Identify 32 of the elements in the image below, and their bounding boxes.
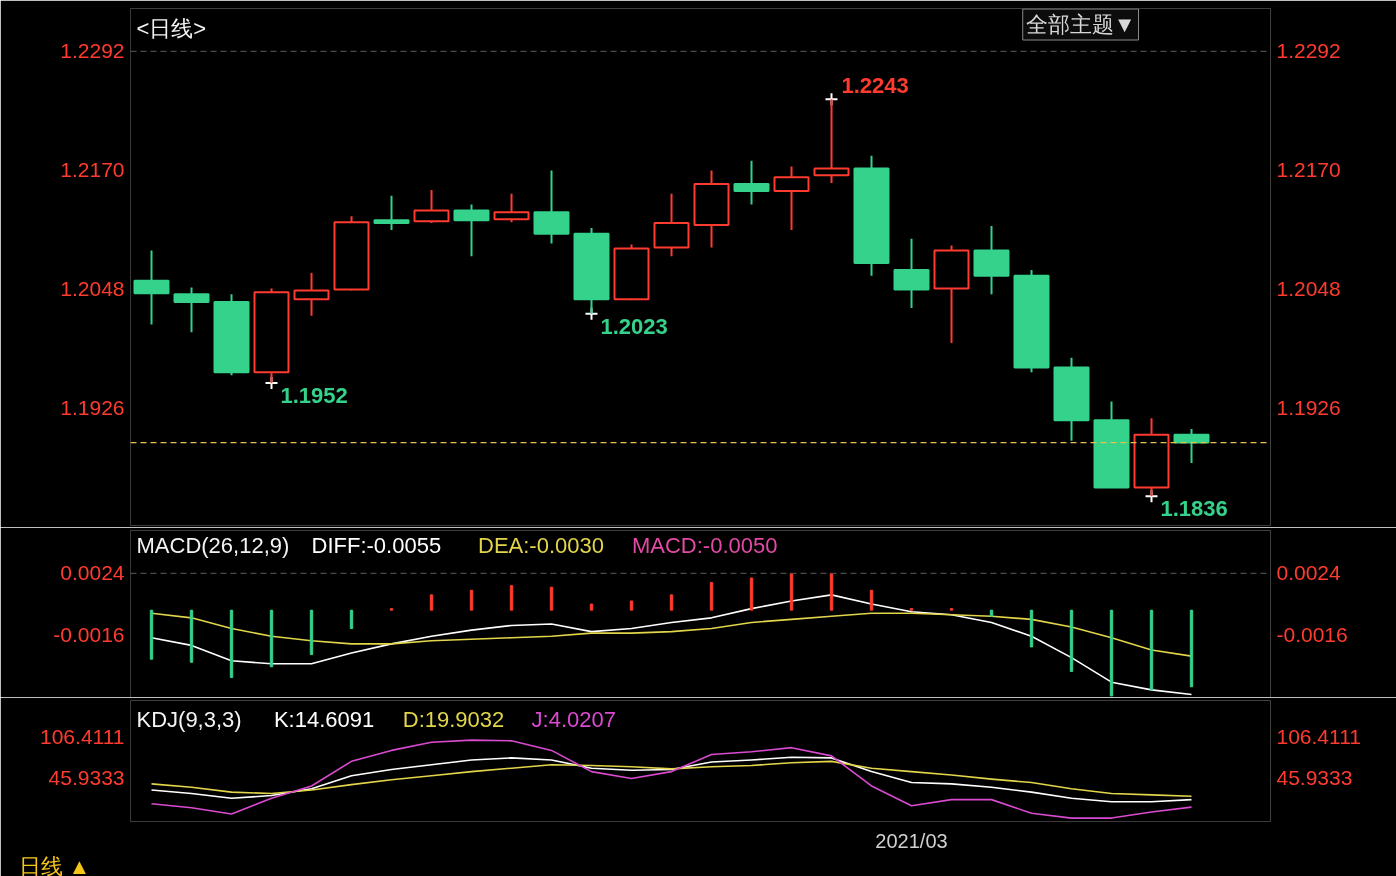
chart-title: KDJ(9,3,3) xyxy=(136,707,242,732)
series-label: J:4.0207 xyxy=(531,707,617,732)
x-tick-label: 2021/03 xyxy=(875,829,948,852)
series-label: K:14.6091 xyxy=(273,707,375,732)
y-tick-label: 106.4111 xyxy=(40,725,125,749)
text: 日线 ▲ xyxy=(18,854,91,876)
y2-tick-label: 1.1926 xyxy=(1276,396,1341,420)
y-tick-label: -0.0016 xyxy=(53,622,125,646)
y-tick-label: 1.2048 xyxy=(60,277,125,301)
y-tick-label: 0.0024 xyxy=(60,561,125,585)
y-tick-label: 45.9333 xyxy=(48,766,125,790)
annotation: 1.1952 xyxy=(280,383,348,409)
annotation: 1.1836 xyxy=(1160,496,1228,522)
y-tick-label: 1.1926 xyxy=(60,396,125,420)
y-tick-label: 1.2170 xyxy=(60,158,125,182)
y2-tick-label: -0.0016 xyxy=(1276,622,1348,646)
annotation: 1.2243 xyxy=(841,73,909,99)
text: DIFF:-0.0055 xyxy=(311,533,442,558)
y2-tick-label: 1.2170 xyxy=(1276,158,1341,182)
y2-tick-label: 106.4111 xyxy=(1276,725,1361,749)
y2-tick-label: 1.2048 xyxy=(1276,277,1341,301)
annotation: 全部主题▼ xyxy=(1025,12,1136,37)
y2-tick-label: 0.0024 xyxy=(1276,561,1342,585)
series-label: MACD:-0.0050 xyxy=(631,533,778,558)
y2-tick-label: 1.2292 xyxy=(1276,39,1341,63)
y-tick-label: 1.2292 xyxy=(60,39,125,63)
series-label: D:19.9032 xyxy=(402,707,505,732)
chart-title: <日线> xyxy=(136,16,207,41)
annotation: 1.2023 xyxy=(600,313,668,339)
text: DEA:-0.0030 xyxy=(478,533,604,558)
chart-title: MACD(26,12,9) xyxy=(136,533,290,558)
y2-tick-label: 45.9333 xyxy=(1276,766,1353,790)
